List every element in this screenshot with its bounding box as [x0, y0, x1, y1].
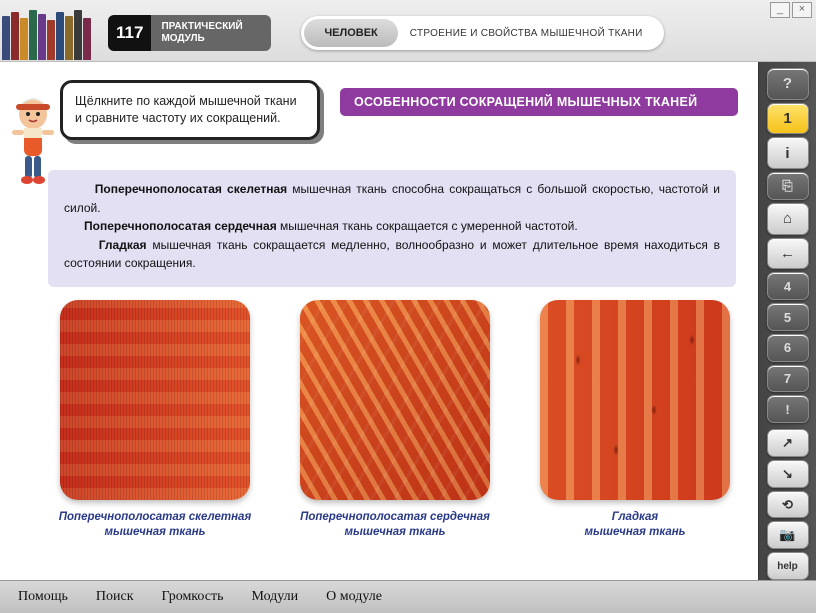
tissue-skeletal-image[interactable] — [60, 300, 250, 500]
export-down-button[interactable]: ↘ — [767, 460, 809, 488]
main-content: Щёлкните по каждой мышечной ткани и срав… — [0, 62, 758, 580]
tissue-cardiac-caption: Поперечнополосатая сердечнаямышечная тка… — [300, 510, 490, 540]
camera-button[interactable]: 📷 — [767, 521, 809, 549]
window-controls: _ × — [770, 2, 812, 18]
tissue-skeletal[interactable]: Поперечнополосатая скелетнаямышечная тка… — [50, 300, 260, 540]
info-bold-1: Поперечнополосатая скелетная — [95, 182, 287, 196]
menu-about[interactable]: О модуле — [326, 589, 382, 605]
refresh-button[interactable]: ⟲ — [767, 491, 809, 519]
subtitle-label: СТРОЕНИЕ И СВОЙСТВА МЫШЕЧНОЙ ТКАНИ — [398, 28, 661, 39]
nav-4-button[interactable]: 4 — [767, 272, 809, 300]
nav-5-button[interactable]: 5 — [767, 303, 809, 331]
info-text-2: мышечная ткань сокращается с умеренной ч… — [277, 219, 578, 233]
minimize-button[interactable]: _ — [770, 2, 790, 18]
info-bold-2: Поперечнополосатая сердечная — [84, 219, 277, 233]
menu-search[interactable]: Поиск — [96, 589, 134, 605]
menu-modules[interactable]: Модули — [251, 589, 298, 605]
info-text-3: мышечная ткань сокращается медленно, вол… — [64, 238, 720, 271]
nav-7-button[interactable]: 7 — [767, 365, 809, 393]
home-icon-button[interactable]: ⌂ — [767, 203, 809, 235]
tissue-cardiac-image[interactable] — [300, 300, 490, 500]
tissue-smooth[interactable]: Гладкаямышечная ткань — [530, 300, 740, 540]
category-pill: ЧЕЛОВЕК СТРОЕНИЕ И СВОЙСТВА МЫШЕЧНОЙ ТКА… — [301, 16, 663, 50]
module-label: ПРАКТИЧЕСКИЙ МОДУЛЬ — [151, 15, 271, 51]
nav-1-button[interactable]: 1 — [767, 103, 809, 135]
info-box: Поперечнополосатая скелетная мышечная тк… — [48, 170, 736, 287]
tissue-row: Поперечнополосатая скелетнаямышечная тка… — [50, 300, 740, 540]
info-icon-button[interactable]: i — [767, 137, 809, 169]
right-sidebar: ? 1 i ⎘ ⌂ ← 4 5 6 7 ! ↗ ↘ ⟲ 📷 help — [758, 62, 816, 580]
section-banner: ОСОБЕННОСТИ СОКРАЩЕНИЙ МЫШЕЧНЫХ ТКАНЕЙ — [340, 88, 738, 116]
top-bar: 117 ПРАКТИЧЕСКИЙ МОДУЛЬ ЧЕЛОВЕК СТРОЕНИЕ… — [0, 0, 816, 62]
nav-copy-button[interactable]: ⎘ — [767, 172, 809, 200]
bookshelf-decor — [2, 10, 102, 60]
nav-exclaim-button[interactable]: ! — [767, 395, 809, 423]
bottom-menu: Помощь Поиск Громкость Модули О модуле — [0, 580, 816, 613]
nav-6-button[interactable]: 6 — [767, 334, 809, 362]
close-button[interactable]: × — [792, 2, 812, 18]
category-label: ЧЕЛОВЕК — [304, 19, 397, 47]
header-pills: 117 ПРАКТИЧЕСКИЙ МОДУЛЬ ЧЕЛОВЕК СТРОЕНИЕ… — [108, 15, 664, 51]
menu-help[interactable]: Помощь — [18, 589, 68, 605]
tissue-cardiac[interactable]: Поперечнополосатая сердечнаямышечная тка… — [290, 300, 500, 540]
export-up-button[interactable]: ↗ — [767, 429, 809, 457]
back-icon-button[interactable]: ← — [767, 238, 809, 270]
tissue-smooth-image[interactable] — [540, 300, 730, 500]
module-line1: ПРАКТИЧЕСКИЙ — [161, 21, 242, 32]
module-line2: МОДУЛЬ — [161, 33, 204, 44]
tissue-smooth-caption: Гладкаямышечная ткань — [584, 510, 685, 540]
instruction-bubble: Щёлкните по каждой мышечной ткани и срав… — [60, 80, 320, 140]
tissue-skeletal-caption: Поперечнополосатая скелетнаямышечная тка… — [59, 510, 251, 540]
help-icon-button[interactable]: ? — [767, 68, 809, 100]
help-text-button[interactable]: help — [767, 552, 809, 580]
lesson-number: 117 — [108, 15, 151, 51]
info-bold-3: Гладкая — [99, 238, 147, 252]
menu-volume[interactable]: Громкость — [162, 589, 224, 605]
